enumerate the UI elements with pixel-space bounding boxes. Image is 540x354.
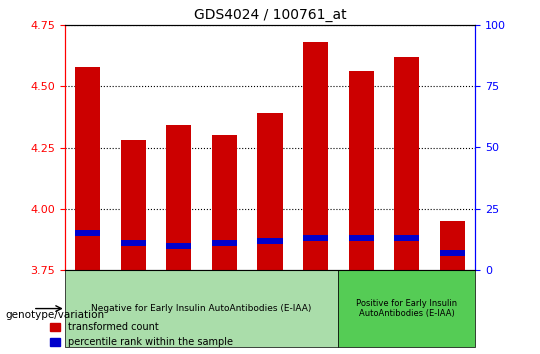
Bar (166, 125, 191, 270)
Bar (75, 67, 100, 270)
Bar (394, 235, 420, 241)
Bar (120, 240, 146, 246)
Text: genotype/variation: genotype/variation (5, 310, 105, 320)
FancyBboxPatch shape (339, 270, 475, 347)
Bar (394, 57, 420, 270)
Bar (303, 42, 328, 270)
Bar (258, 113, 282, 270)
Bar (212, 135, 237, 270)
Bar (166, 242, 191, 249)
Text: Positive for Early Insulin
AutoAntibodies (E-IAA): Positive for Early Insulin AutoAntibodie… (356, 299, 457, 318)
Bar (349, 235, 374, 241)
Title: GDS4024 / 100761_at: GDS4024 / 100761_at (194, 8, 346, 22)
Bar (440, 221, 465, 270)
Legend: transformed count, percentile rank within the sample: transformed count, percentile rank withi… (48, 320, 234, 349)
FancyBboxPatch shape (65, 270, 339, 347)
Bar (349, 72, 374, 270)
Bar (303, 235, 328, 241)
Bar (440, 250, 465, 256)
Bar (120, 140, 146, 270)
Bar (258, 238, 282, 244)
Bar (212, 240, 237, 246)
Bar (75, 230, 100, 236)
Text: Negative for Early Insulin AutoAntibodies (E-IAA): Negative for Early Insulin AutoAntibodie… (91, 304, 312, 313)
